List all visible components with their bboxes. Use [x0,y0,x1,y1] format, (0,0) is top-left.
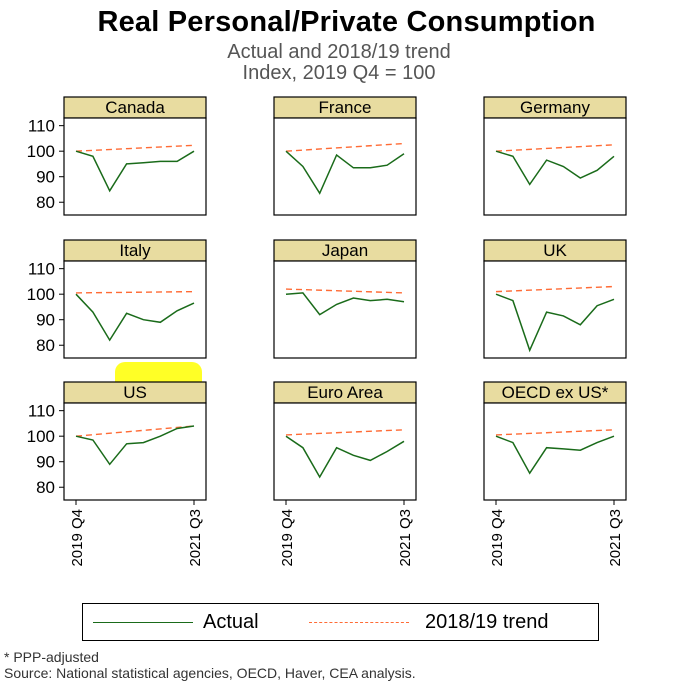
panel-title-oecd-ex-us: OECD ex US* [502,383,609,402]
actual-line-germany [495,150,615,186]
y-tick-label: 110 [28,260,55,279]
panel-plot-uk [483,260,627,359]
legend-trend-line [309,622,409,623]
panel-plot-france [273,117,417,216]
x-tick-label: 2019 Q4 [489,509,506,567]
panel-plot-us [63,402,207,501]
chart-subtitle-1: Actual and 2018/19 trend [227,41,451,63]
actual-line-france [285,150,405,195]
actual-line-canada [75,150,195,193]
chart-grid: Canada 80 90 100 110 France Germany Italy 80 90 10… [27,96,627,567]
x-tick-label: 2019 Q4 [279,509,296,567]
actual-line-oecd-ex-us [495,435,615,475]
legend-actual-line [93,622,193,623]
panel-plot-germany [483,117,627,216]
y-tick-label: 100 [27,285,55,304]
y-tick-label: 110 [28,402,55,421]
actual-line-uk [495,293,615,353]
y-tick-label: 90 [36,168,55,187]
panel-plot-japan [273,260,417,359]
legend-trend-label: 2018/19 trend [425,611,549,633]
legend: Actual 2018/19 trend [82,603,599,641]
panel-title-germany: Germany [520,98,590,117]
legend-actual-label: Actual [203,611,259,633]
x-tick-label: 2019 Q4 [69,509,86,567]
panel-title-euro-area: Euro Area [307,383,383,402]
x-tick-label: 2021 Q3 [607,509,624,567]
y-tick-label: 110 [28,117,55,136]
x-tick-label: 2021 Q3 [397,509,414,567]
actual-line-italy [75,293,195,342]
actual-line-euro-area [285,435,405,479]
y-tick-label: 100 [27,427,55,446]
y-tick-label: 90 [36,453,55,472]
y-tick-label: 80 [36,336,55,355]
panel-title-france: France [319,98,372,117]
panel-plot-canada [63,117,207,216]
panel-title-italy: Italy [119,241,151,260]
panel-plot-oecd-ex-us [483,402,627,501]
panel-title-uk: UK [543,241,567,260]
y-tick-label: 90 [36,311,55,330]
x-tick-label: 2021 Q3 [187,509,204,567]
panel-title-japan: Japan [322,241,368,260]
actual-line-us [75,425,195,466]
chart-title: Real Personal/Private Consumption [97,6,596,38]
y-tick-label: 100 [27,142,55,161]
footnote-ppp: * PPP-adjusted [4,649,99,665]
panel-plot-italy [63,260,207,359]
y-tick-label: 80 [36,193,55,212]
footnote-source: Source: National statistical agencies, O… [4,665,416,681]
chart-subtitle-2: Index, 2019 Q4 = 100 [242,62,436,84]
actual-line-japan [285,292,405,316]
y-tick-label: 80 [36,478,55,497]
panel-title-us: US [123,383,147,402]
panel-title-canada: Canada [105,98,165,117]
